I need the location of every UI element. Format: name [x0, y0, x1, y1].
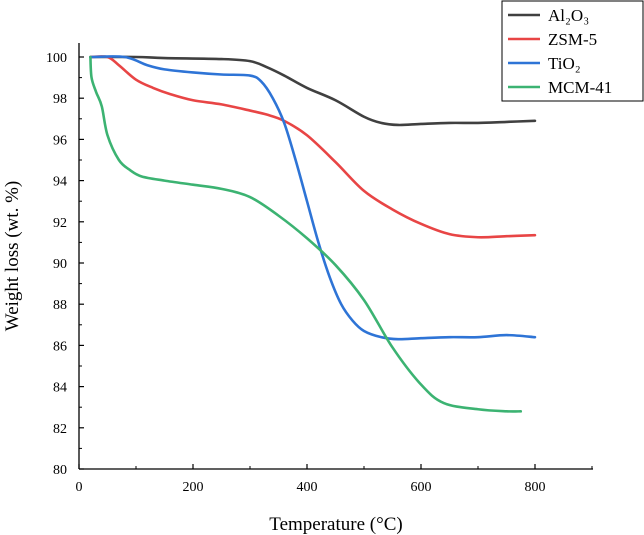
- legend-label-al-o-: Al₂O₃: [548, 6, 589, 25]
- y-ticks: 80 82 84 86 88 90 92 94 96 98 100: [46, 51, 84, 478]
- y-tick-label: 100: [46, 51, 67, 66]
- y-tick-label: 98: [53, 92, 67, 107]
- series-lines: [89, 55, 537, 413]
- y-tick-label: 88: [53, 298, 67, 313]
- legend-items: Al₂O₃ ZSM-5 TiO₂ MCM-41: [508, 6, 612, 97]
- legend-box: [501, 0, 644, 102]
- series-line-tio-: [89, 55, 537, 341]
- legend-label-zsm-5: ZSM-5: [548, 30, 597, 49]
- x-tick-label: 400: [297, 480, 318, 495]
- legend-label-mcm-41: MCM-41: [548, 78, 612, 97]
- y-tick-label: 86: [53, 339, 67, 354]
- y-tick-label: 84: [53, 381, 67, 396]
- x-tick-label: 0: [76, 480, 83, 495]
- x-tick-label: 800: [525, 480, 546, 495]
- x-axis-title: Temperature (°C): [269, 514, 402, 535]
- legend: Al₂O₃ ZSM-5 TiO₂ MCM-41: [501, 0, 644, 102]
- y-tick-label: 96: [53, 133, 67, 148]
- y-tick-label: 92: [53, 216, 67, 231]
- plot-frame: [78, 43, 593, 470]
- x-tick-label: 600: [411, 480, 432, 495]
- series-line-al-o-: [89, 55, 537, 127]
- y-tick-label: 82: [53, 422, 67, 437]
- y-tick-label: 80: [53, 463, 67, 478]
- y-axis-title: Weight loss (wt. %): [2, 181, 23, 331]
- x-tick-label: 200: [183, 480, 204, 495]
- y-tick-label: 94: [53, 175, 67, 190]
- series-line-mcm-41: [89, 55, 523, 413]
- y-tick-label: 90: [53, 257, 67, 272]
- x-ticks: 0 200 400 600 800: [76, 464, 593, 495]
- legend-label-tio-: TiO₂: [548, 54, 581, 73]
- series-line-zsm-5: [89, 55, 537, 239]
